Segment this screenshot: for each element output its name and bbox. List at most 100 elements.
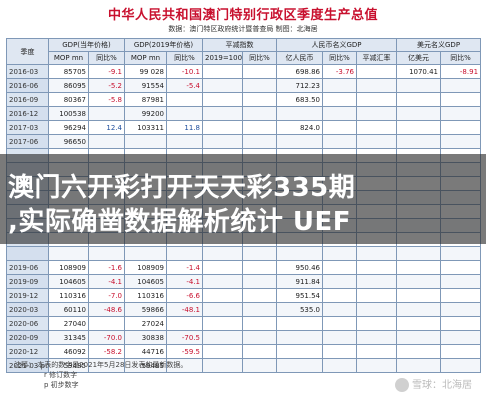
data-cell: 911.84 <box>276 274 323 289</box>
data-cell: 59485 <box>48 358 89 373</box>
table-row: 2017-03 96294 12.4 103311 11.8 824.0 <box>6 120 482 135</box>
data-cell <box>355 316 398 331</box>
data-cell: -48.1 <box>166 302 203 317</box>
overlay-banner <box>0 154 486 244</box>
data-cell <box>202 246 243 261</box>
data-cell: -9.1 <box>88 64 125 79</box>
data-cell <box>396 344 442 359</box>
watermark-text: 雪球：北海居 <box>412 380 472 391</box>
table-row: 2017-06 96650 <box>6 134 482 149</box>
table-row: 2020-09 31345 -70.0 30838 -70.5 <box>6 330 482 345</box>
data-cell <box>202 64 243 79</box>
data-cell: 80367 <box>48 92 89 107</box>
data-cell <box>202 106 243 121</box>
data-cell <box>166 106 203 121</box>
table-notes: 注释： 本表的数字是2021年5月28日发表的最新数据。 r 修订数字 p 初步… <box>14 360 187 390</box>
data-cell <box>242 92 277 107</box>
data-cell: -48.6 <box>88 302 125 317</box>
data-cell: 108909 <box>48 260 89 275</box>
data-cell <box>202 358 243 373</box>
data-cell: -70.5 <box>166 330 203 345</box>
quarter-cell: 2019-12 <box>6 288 49 303</box>
data-cell: 824.0 <box>276 120 323 135</box>
data-cell <box>242 260 277 275</box>
banner-line-2: ,实际确凿数据解析统计 UEF <box>8 207 352 237</box>
data-cell <box>322 134 357 149</box>
data-cell <box>322 358 357 373</box>
page-title: 中华人民共和国澳门特别行政区季度生产总值 <box>107 8 378 23</box>
data-cell: 60110 <box>48 302 89 317</box>
table-row: 2019-06 108909 -1.6 108909 -1.4 950.46 <box>6 260 482 275</box>
data-cell <box>124 246 167 261</box>
quarter-cell: 2016-06 <box>6 78 49 93</box>
data-cell: 110316 <box>48 288 89 303</box>
sub-header: MOP mn <box>48 51 89 65</box>
data-cell <box>440 120 482 135</box>
data-cell <box>242 358 277 373</box>
data-cell: -59.5 <box>166 344 203 359</box>
data-cell <box>322 330 357 345</box>
quarter-cell: 2020-12 <box>6 344 49 359</box>
sub-header: 亿美元 <box>396 51 442 65</box>
data-cell <box>322 288 357 303</box>
data-cell <box>276 344 323 359</box>
data-cell <box>440 344 482 359</box>
col-header-rmb-gdp: 人民币名义GDP <box>275 38 398 52</box>
sub-header: 平减汇率 <box>355 51 398 65</box>
sub-header: 亿人民币 <box>276 51 323 65</box>
data-cell <box>440 246 482 261</box>
data-cell <box>202 344 243 359</box>
data-cell <box>396 316 442 331</box>
data-cell: 100538 <box>48 106 89 121</box>
data-cell <box>242 330 277 345</box>
data-cell <box>440 106 482 121</box>
data-cell <box>242 274 277 289</box>
note-line: r 修订数字 <box>44 371 78 379</box>
quarter-cell: 2016-12 <box>6 106 49 121</box>
data-cell: 30838 <box>124 330 167 345</box>
sub-header: 同比% <box>242 51 277 65</box>
data-cell <box>242 246 277 261</box>
col-header-quarter: 季度 <box>6 38 49 65</box>
data-cell <box>355 302 398 317</box>
data-cell <box>396 78 442 93</box>
data-cell <box>322 120 357 135</box>
data-cell: -10.1 <box>166 64 203 79</box>
sub-header: 同比% <box>88 51 125 65</box>
data-cell <box>396 288 442 303</box>
data-cell <box>396 330 442 345</box>
data-cell <box>440 288 482 303</box>
data-cell <box>355 246 398 261</box>
data-cell <box>166 316 203 331</box>
data-cell <box>322 78 357 93</box>
page-subtitle: 数据：澳门特区政府统计暨普查局 制图：北海居 <box>168 25 318 33</box>
data-cell: -1.4 <box>166 260 203 275</box>
data-cell <box>276 106 323 121</box>
data-cell: -4.1 <box>166 274 203 289</box>
table-sub-header-row: MOP mn 同比% MOP mn 同比% 2019=100 同比% 亿人民币 … <box>7 51 482 65</box>
data-cell <box>166 134 203 149</box>
note-line: 注释： 本表的数字是2021年5月28日发表的最新数据。 <box>14 361 188 369</box>
data-cell <box>276 246 323 261</box>
data-cell: -70.0 <box>88 330 125 345</box>
data-cell <box>355 106 398 121</box>
data-cell: 99 028 <box>124 64 167 79</box>
data-cell <box>202 92 243 107</box>
data-cell: 27024 <box>124 316 167 331</box>
data-cell <box>355 120 398 135</box>
sub-header: 同比% <box>322 51 357 65</box>
data-cell <box>202 330 243 345</box>
table-row: 2021-03 p 59485 59485 <box>6 358 482 373</box>
quarter-cell <box>6 246 49 261</box>
data-cell <box>355 64 398 79</box>
data-cell <box>440 358 482 373</box>
data-cell: 86095 <box>48 78 89 93</box>
data-cell <box>355 358 398 373</box>
data-cell <box>242 106 277 121</box>
data-cell: 91554 <box>124 78 167 93</box>
data-cell <box>88 106 125 121</box>
data-cell: 99200 <box>124 106 167 121</box>
quarter-cell: 2019-09 <box>6 274 49 289</box>
data-cell <box>440 134 482 149</box>
data-cell <box>88 246 125 261</box>
